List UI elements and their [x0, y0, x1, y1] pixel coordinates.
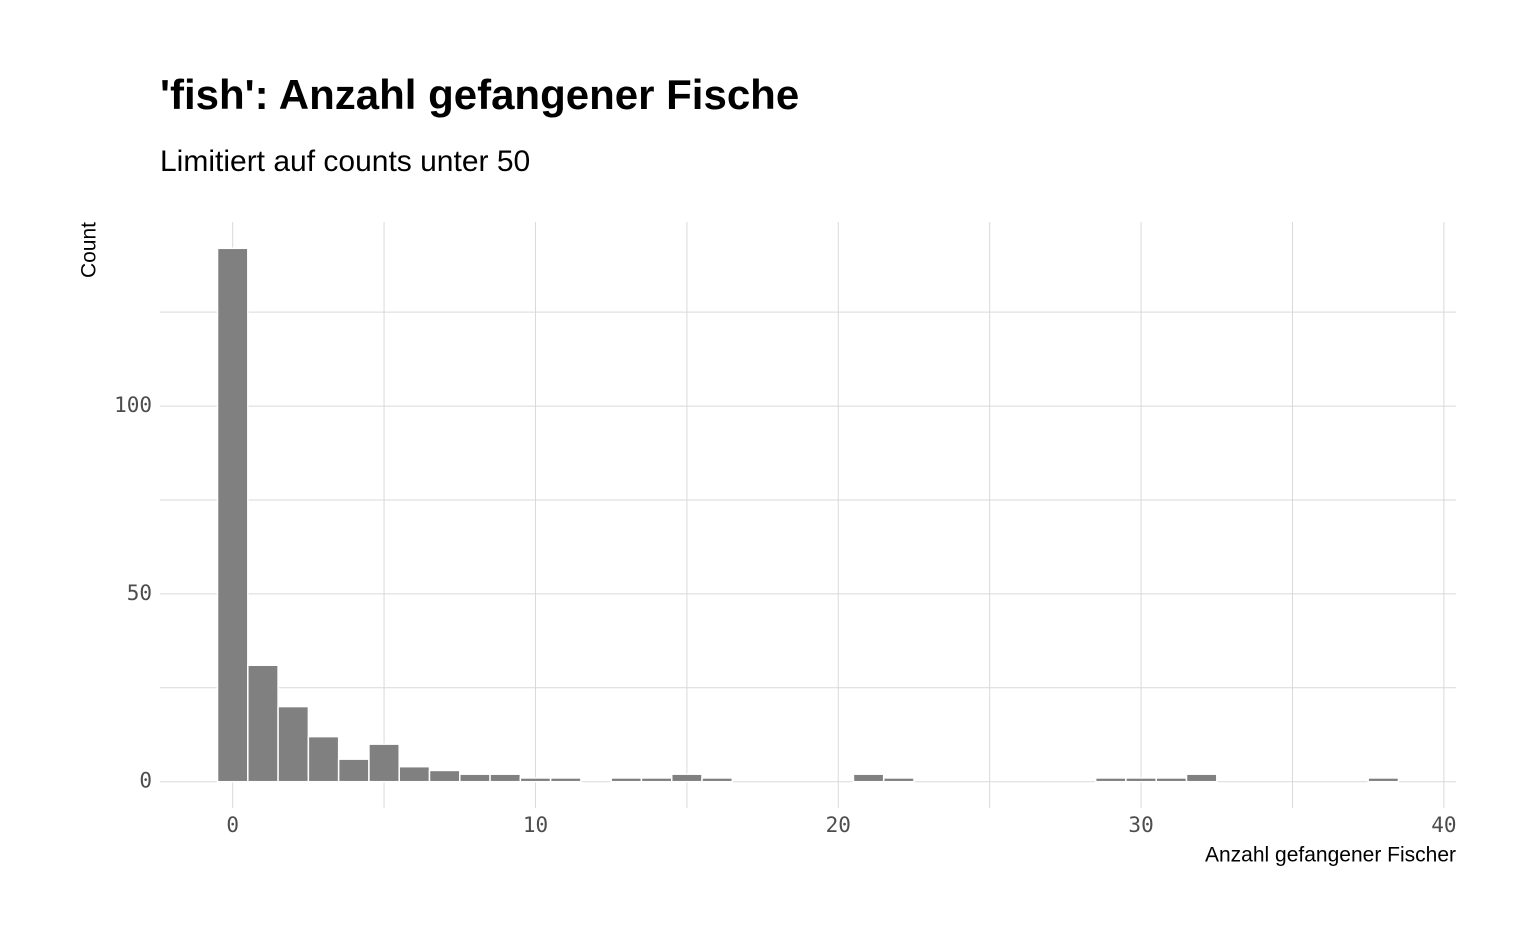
bar [459, 773, 491, 783]
bar [277, 705, 310, 783]
bar [640, 777, 673, 783]
y-tick-label: 0 [139, 769, 152, 793]
bar [216, 247, 249, 783]
bar [1094, 777, 1127, 783]
x-tick-label: 20 [826, 813, 851, 837]
bar [852, 773, 885, 783]
bar [549, 777, 582, 783]
bar [610, 777, 643, 783]
bar [1155, 777, 1188, 783]
x-tick-label: 0 [226, 813, 239, 837]
bar [307, 735, 340, 783]
chart-subtitle: Limitiert auf counts unter 50 [160, 145, 530, 178]
chart-title: 'fish': Anzahl gefangener Fische [160, 71, 799, 118]
bar [1125, 777, 1157, 783]
bar [670, 773, 703, 783]
bar [428, 769, 461, 783]
y-tick-label: 100 [114, 393, 152, 417]
bar [1367, 777, 1400, 783]
bar [398, 765, 431, 783]
x-axis-label: Anzahl gefangener Fischer [1205, 844, 1456, 867]
bar [489, 773, 522, 783]
bar [247, 664, 279, 783]
bar [1185, 773, 1218, 783]
y-tick-label: 50 [127, 581, 152, 605]
x-tick-label: 30 [1128, 813, 1153, 837]
bar [882, 777, 915, 783]
x-tick-label: 10 [523, 813, 548, 837]
bar [519, 777, 552, 783]
bar [701, 777, 734, 783]
x-tick-label: 40 [1431, 813, 1456, 837]
bar [337, 758, 370, 783]
bar [368, 743, 400, 783]
y-axis-label: Count [78, 222, 101, 278]
